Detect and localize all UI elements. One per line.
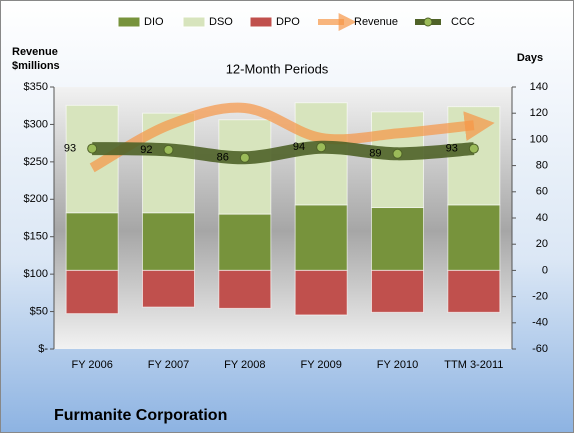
legend-swatch <box>423 17 433 27</box>
legend-swatch <box>249 16 273 28</box>
legend-swatch <box>117 16 141 28</box>
legend-label: CCC <box>451 16 475 28</box>
bar <box>371 269 424 313</box>
data-label: 86 <box>217 152 229 164</box>
y2-tick-label: -20 <box>532 291 548 303</box>
ccc-point <box>163 144 174 155</box>
y-axis-label: Revenue <box>12 46 58 58</box>
bar <box>294 269 348 316</box>
x-tick-label: FY 2006 <box>71 359 112 371</box>
y2-tick-label: 20 <box>536 238 548 250</box>
ccc-point <box>239 152 250 163</box>
ccc-point <box>316 142 327 153</box>
y2-tick-label: -60 <box>532 343 548 355</box>
y-tick-label: $100 <box>24 268 48 280</box>
data-label: 94 <box>293 141 305 153</box>
bar <box>447 204 501 271</box>
bar <box>294 204 348 271</box>
y-tick-label: $250 <box>24 156 48 168</box>
data-label: 93 <box>64 142 76 154</box>
y-tick-label: $- <box>38 343 48 355</box>
y2-tick-label: 60 <box>536 186 548 198</box>
ccc-point <box>87 143 98 154</box>
bar <box>65 212 119 271</box>
y2-tick-label: 40 <box>536 212 548 224</box>
revenue-line <box>89 102 495 173</box>
data-label: 89 <box>369 148 381 160</box>
x-tick-label: FY 2010 <box>377 359 418 371</box>
legend-swatch <box>182 16 206 28</box>
bar <box>371 207 424 271</box>
y2-axis-label: Days <box>517 52 543 64</box>
bar <box>218 119 272 215</box>
ccc-point <box>392 148 403 159</box>
y-tick-label: $150 <box>24 231 48 243</box>
bar <box>218 269 272 309</box>
legend-label: DSO <box>209 16 233 28</box>
y2-tick-label: 140 <box>530 81 548 93</box>
y-tick-label: $200 <box>24 193 48 205</box>
bar <box>65 269 119 315</box>
legend-label: DIO <box>144 16 164 28</box>
x-tick-label: FY 2008 <box>224 359 265 371</box>
y2-tick-label: 120 <box>530 107 548 119</box>
ccc-line <box>92 140 475 165</box>
y-axis-label: $millions <box>12 60 60 72</box>
bar <box>142 269 195 308</box>
data-label: 93 <box>446 142 458 154</box>
y-tick-label: $50 <box>30 305 48 317</box>
y2-tick-label: 80 <box>536 160 548 172</box>
x-tick-label: TTM 3-2011 <box>444 359 503 371</box>
legend-label: Revenue <box>354 16 398 28</box>
y2-tick-label: 100 <box>530 133 548 145</box>
bar <box>447 269 501 313</box>
x-tick-label: FY 2009 <box>300 359 341 371</box>
y-tick-label: $350 <box>24 81 48 93</box>
y2-tick-label: -40 <box>532 317 548 329</box>
data-label: 92 <box>140 144 152 156</box>
y-tick-label: $300 <box>24 118 48 130</box>
y2-tick-label: 0 <box>542 264 548 276</box>
bar <box>218 213 272 271</box>
company-name: Furmanite Corporation <box>54 407 227 424</box>
chart-title: 12-Month Periods <box>226 61 329 76</box>
legend-label: DPO <box>276 16 300 28</box>
bar <box>142 212 195 271</box>
x-tick-label: FY 2007 <box>148 359 189 371</box>
ccc-point <box>468 143 479 154</box>
